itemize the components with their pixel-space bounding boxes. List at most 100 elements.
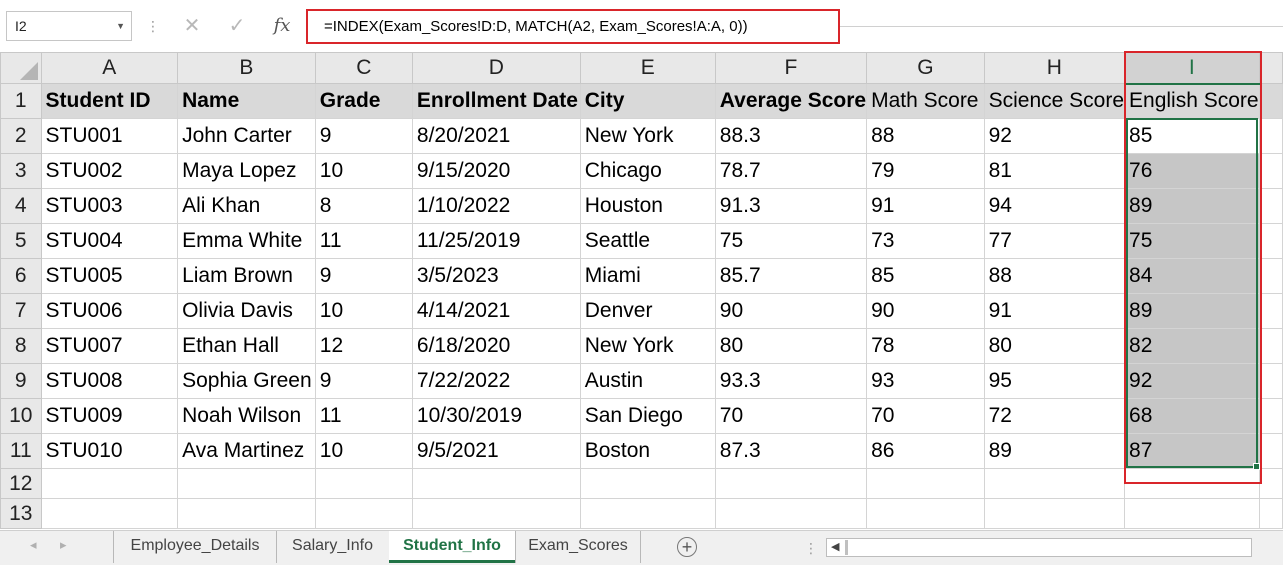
cell[interactable]: STU006 xyxy=(40,293,179,329)
row-header[interactable]: 8 xyxy=(0,328,42,364)
cell[interactable]: 91 xyxy=(983,293,1126,329)
empty-cell[interactable] xyxy=(1258,83,1283,119)
header-cell[interactable]: Grade xyxy=(314,83,413,119)
cell[interactable]: 89 xyxy=(1124,188,1260,224)
cell[interactable]: New York xyxy=(579,328,716,364)
cell[interactable]: 8 xyxy=(314,188,413,224)
empty-cell[interactable] xyxy=(1124,468,1260,499)
cell[interactable]: 89 xyxy=(983,433,1126,469)
empty-cell[interactable] xyxy=(1258,258,1283,294)
empty-cell[interactable] xyxy=(983,468,1126,499)
name-box[interactable]: I2 ▼ xyxy=(6,11,132,41)
cell[interactable]: 9/15/2020 xyxy=(411,153,581,189)
scrollbar-grip-icon[interactable]: ⋮ xyxy=(804,540,818,556)
cell[interactable]: 11/25/2019 xyxy=(411,223,581,259)
empty-cell[interactable] xyxy=(714,468,868,499)
cell[interactable]: STU004 xyxy=(40,223,179,259)
cell[interactable]: 85 xyxy=(866,258,985,294)
cell[interactable]: 6/18/2020 xyxy=(411,328,581,364)
scroll-tabs-right-icon[interactable]: ▸ xyxy=(60,537,67,552)
cell[interactable]: Maya Lopez xyxy=(177,153,316,189)
cell[interactable]: 7/22/2022 xyxy=(411,363,581,399)
header-cell[interactable]: Average Score xyxy=(714,83,868,119)
header-cell[interactable]: Enrollment Date xyxy=(411,83,581,119)
fill-handle[interactable] xyxy=(1253,463,1260,470)
cell[interactable]: STU003 xyxy=(40,188,179,224)
empty-cell[interactable] xyxy=(983,498,1126,529)
cell[interactable]: 1/10/2022 xyxy=(411,188,581,224)
cell[interactable]: 84 xyxy=(1124,258,1260,294)
cell[interactable]: Denver xyxy=(579,293,716,329)
header-cell[interactable]: Student ID xyxy=(40,83,179,119)
cell[interactable]: 10 xyxy=(314,153,413,189)
cell[interactable]: 88 xyxy=(866,118,985,154)
empty-cell[interactable] xyxy=(1258,398,1283,434)
empty-cell[interactable] xyxy=(40,468,179,499)
cell[interactable]: STU002 xyxy=(40,153,179,189)
cell[interactable]: 88 xyxy=(983,258,1126,294)
empty-cell[interactable] xyxy=(1258,118,1283,154)
cell[interactable]: 70 xyxy=(866,398,985,434)
cell[interactable]: 86 xyxy=(866,433,985,469)
empty-cell[interactable] xyxy=(177,498,316,529)
empty-cell[interactable] xyxy=(1258,468,1283,499)
cell[interactable]: 92 xyxy=(1124,363,1260,399)
row-header[interactable]: 12 xyxy=(0,468,42,499)
empty-cell[interactable] xyxy=(1258,188,1283,224)
cell[interactable]: 75 xyxy=(1124,223,1260,259)
cell[interactable]: 92 xyxy=(983,118,1126,154)
column-header-f[interactable]: F xyxy=(714,52,868,84)
header-cell[interactable]: English Score xyxy=(1124,83,1260,119)
cell[interactable]: Emma White xyxy=(177,223,316,259)
cell[interactable]: Liam Brown xyxy=(177,258,316,294)
cell[interactable]: 82 xyxy=(1124,328,1260,364)
cell[interactable]: 73 xyxy=(866,223,985,259)
row-header[interactable]: 5 xyxy=(0,223,42,259)
cell[interactable]: 81 xyxy=(983,153,1126,189)
cell[interactable]: 91 xyxy=(866,188,985,224)
cell[interactable]: Ethan Hall xyxy=(177,328,316,364)
cell[interactable]: 68 xyxy=(1124,398,1260,434)
cell[interactable]: 12 xyxy=(314,328,413,364)
cell[interactable]: 72 xyxy=(983,398,1126,434)
sheet-tab-salary-info[interactable]: Salary_Info xyxy=(276,531,388,563)
empty-cell[interactable] xyxy=(1258,363,1283,399)
cell[interactable]: New York xyxy=(579,118,716,154)
sheet-tab-employee-details[interactable]: Employee_Details xyxy=(113,531,276,563)
cell[interactable]: 9 xyxy=(314,363,413,399)
cell[interactable]: 8/20/2021 xyxy=(411,118,581,154)
cell[interactable]: 78 xyxy=(866,328,985,364)
cell[interactable]: Ali Khan xyxy=(177,188,316,224)
cell[interactable]: 10/30/2019 xyxy=(411,398,581,434)
empty-cell[interactable] xyxy=(579,468,716,499)
column-header-j[interactable] xyxy=(1258,52,1283,84)
insert-function-icon[interactable]: fx xyxy=(273,15,291,36)
scroll-tabs-left-icon[interactable]: ◂ xyxy=(30,537,37,552)
empty-cell[interactable] xyxy=(411,468,581,499)
column-header-c[interactable]: C xyxy=(314,52,413,84)
cell[interactable]: 9 xyxy=(314,118,413,154)
cell[interactable]: 77 xyxy=(983,223,1126,259)
cell[interactable]: 91.3 xyxy=(714,188,868,224)
chevron-down-icon[interactable]: ▼ xyxy=(116,21,125,31)
row-header[interactable]: 6 xyxy=(0,258,42,294)
cell[interactable]: 80 xyxy=(714,328,868,364)
cell[interactable]: 87 xyxy=(1124,433,1260,469)
cell[interactable]: 90 xyxy=(714,293,868,329)
sheet-tab-exam-scores[interactable]: Exam_Scores xyxy=(515,531,641,563)
cell[interactable]: 93.3 xyxy=(714,363,868,399)
cell[interactable]: John Carter xyxy=(177,118,316,154)
cell[interactable]: Austin xyxy=(579,363,716,399)
empty-cell[interactable] xyxy=(579,498,716,529)
empty-cell[interactable] xyxy=(866,498,985,529)
horizontal-scrollbar[interactable]: ◀ xyxy=(826,538,1252,557)
empty-cell[interactable] xyxy=(1258,498,1283,529)
cell[interactable]: 87.3 xyxy=(714,433,868,469)
cell[interactable]: STU008 xyxy=(40,363,179,399)
empty-cell[interactable] xyxy=(714,498,868,529)
cell[interactable]: 10 xyxy=(314,433,413,469)
enter-icon[interactable]: ✓ xyxy=(228,15,246,37)
row-header[interactable]: 11 xyxy=(0,433,42,469)
cell[interactable]: 4/14/2021 xyxy=(411,293,581,329)
cell[interactable]: 3/5/2023 xyxy=(411,258,581,294)
